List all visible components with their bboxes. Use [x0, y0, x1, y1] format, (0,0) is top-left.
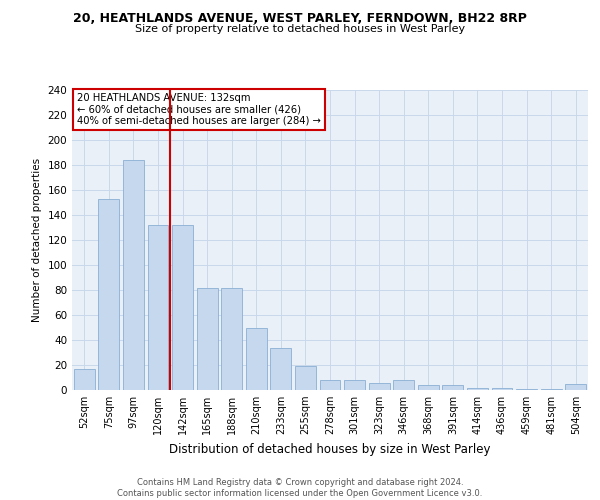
- Bar: [344, 380, 365, 390]
- Bar: [148, 225, 169, 390]
- Bar: [393, 380, 414, 390]
- Bar: [98, 198, 119, 390]
- Bar: [197, 288, 218, 390]
- Bar: [172, 225, 193, 390]
- Bar: [541, 389, 562, 390]
- Bar: [368, 382, 389, 390]
- Bar: [295, 366, 316, 390]
- Text: 20, HEATHLANDS AVENUE, WEST PARLEY, FERNDOWN, BH22 8RP: 20, HEATHLANDS AVENUE, WEST PARLEY, FERN…: [73, 12, 527, 26]
- Bar: [221, 288, 242, 390]
- Text: Size of property relative to detached houses in West Parley: Size of property relative to detached ho…: [135, 24, 465, 34]
- Bar: [246, 328, 267, 390]
- Bar: [74, 369, 95, 390]
- Text: Contains HM Land Registry data © Crown copyright and database right 2024.
Contai: Contains HM Land Registry data © Crown c…: [118, 478, 482, 498]
- Bar: [271, 348, 292, 390]
- Bar: [516, 389, 537, 390]
- Bar: [467, 388, 488, 390]
- Bar: [123, 160, 144, 390]
- Bar: [565, 384, 586, 390]
- Y-axis label: Number of detached properties: Number of detached properties: [32, 158, 42, 322]
- X-axis label: Distribution of detached houses by size in West Parley: Distribution of detached houses by size …: [169, 442, 491, 456]
- Bar: [320, 380, 340, 390]
- Text: 20 HEATHLANDS AVENUE: 132sqm
← 60% of detached houses are smaller (426)
40% of s: 20 HEATHLANDS AVENUE: 132sqm ← 60% of de…: [77, 93, 321, 126]
- Bar: [418, 385, 439, 390]
- Bar: [442, 385, 463, 390]
- Bar: [491, 388, 512, 390]
